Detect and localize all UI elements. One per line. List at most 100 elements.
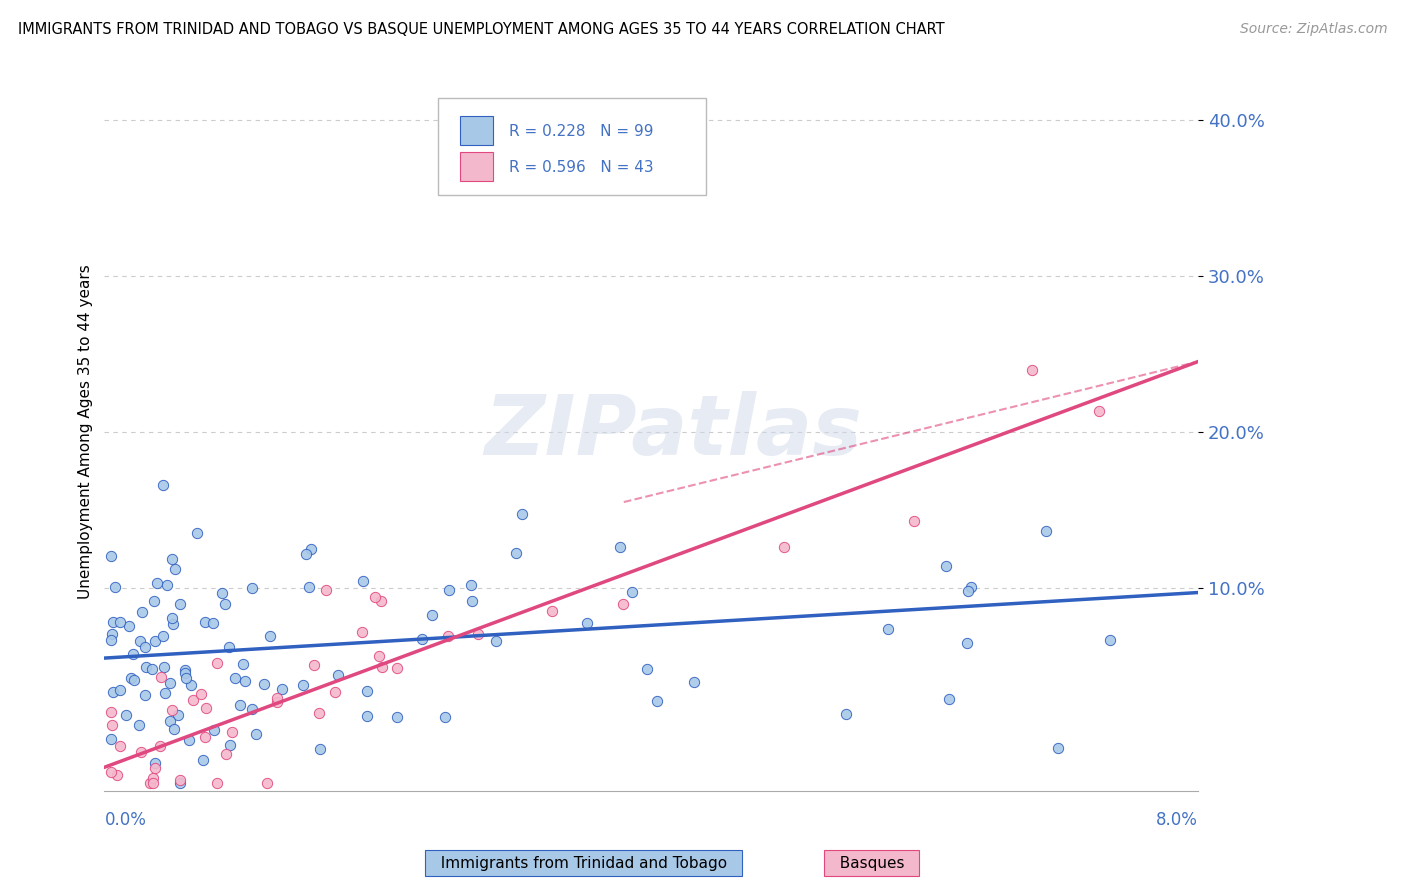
- Point: [350, 624, 373, 639]
- Text: R = 0.228   N = 99: R = 0.228 N = 99: [509, 124, 654, 139]
- Point: [181, 692, 204, 706]
- Point: [304, 658, 326, 673]
- Text: IMMIGRANTS FROM TRINIDAD AND TOBAGO VS BASQUE UNEMPLOYMENT AMONG AGES 35 TO 44 Y: IMMIGRANTS FROM TRINIDAD AND TOBAGO VS B…: [18, 22, 945, 37]
- Point: [143, 594, 166, 608]
- Point: [134, 640, 156, 655]
- Point: [938, 692, 960, 706]
- Point: [108, 615, 131, 630]
- Point: [177, 732, 200, 747]
- Point: [877, 622, 900, 636]
- Point: [356, 684, 378, 698]
- Point: [505, 546, 527, 560]
- Text: Source: ZipAtlas.com: Source: ZipAtlas.com: [1240, 22, 1388, 37]
- Point: [356, 709, 378, 723]
- Text: Basques: Basques: [830, 856, 914, 871]
- Point: [232, 657, 254, 672]
- Point: [647, 693, 669, 707]
- Point: [242, 581, 264, 595]
- Point: [240, 702, 263, 716]
- Text: R = 0.596   N = 43: R = 0.596 N = 43: [509, 161, 654, 175]
- Point: [385, 709, 408, 723]
- Point: [323, 685, 346, 699]
- Point: [214, 597, 236, 611]
- Point: [153, 660, 176, 674]
- Point: [485, 633, 508, 648]
- Point: [134, 688, 156, 702]
- Point: [159, 714, 181, 728]
- Point: [510, 507, 533, 521]
- Point: [169, 772, 191, 787]
- Point: [186, 526, 208, 541]
- Point: [101, 627, 124, 641]
- Point: [228, 698, 250, 712]
- Point: [167, 707, 190, 722]
- Point: [100, 705, 122, 719]
- Point: [160, 703, 183, 717]
- Point: [194, 615, 217, 629]
- Point: [101, 685, 124, 699]
- Point: [174, 663, 197, 677]
- FancyBboxPatch shape: [460, 152, 492, 181]
- Point: [352, 574, 374, 588]
- Point: [683, 675, 706, 690]
- Point: [835, 706, 858, 721]
- Point: [141, 661, 163, 675]
- Point: [100, 731, 122, 746]
- Point: [1035, 524, 1057, 538]
- Point: [636, 662, 658, 676]
- Point: [467, 627, 489, 641]
- Point: [174, 671, 197, 685]
- Point: [129, 745, 152, 759]
- Point: [294, 548, 316, 562]
- Point: [180, 678, 202, 692]
- Point: [104, 580, 127, 594]
- Point: [211, 586, 233, 600]
- Point: [162, 617, 184, 632]
- Point: [364, 590, 387, 604]
- Point: [1047, 740, 1070, 755]
- Point: [420, 607, 443, 622]
- Point: [163, 723, 186, 737]
- Point: [411, 632, 433, 646]
- Point: [233, 674, 256, 689]
- Point: [266, 691, 288, 706]
- Point: [256, 776, 278, 790]
- Point: [773, 541, 796, 555]
- Point: [266, 695, 288, 709]
- Point: [367, 648, 389, 663]
- Point: [215, 747, 238, 762]
- FancyBboxPatch shape: [437, 98, 706, 195]
- Point: [315, 582, 337, 597]
- Point: [299, 542, 322, 557]
- Point: [160, 551, 183, 566]
- Point: [122, 673, 145, 687]
- Point: [169, 776, 191, 790]
- Point: [461, 594, 484, 608]
- Point: [221, 725, 243, 739]
- Point: [326, 667, 349, 681]
- Point: [152, 478, 174, 492]
- Text: 0.0%: 0.0%: [104, 811, 146, 829]
- Point: [437, 583, 460, 598]
- Point: [194, 730, 217, 744]
- Point: [219, 738, 242, 752]
- Point: [292, 677, 315, 691]
- Point: [437, 629, 460, 643]
- Point: [202, 723, 225, 737]
- Point: [108, 683, 131, 698]
- Point: [150, 669, 173, 683]
- Point: [153, 686, 176, 700]
- Point: [385, 661, 408, 675]
- Point: [1021, 363, 1043, 377]
- Point: [100, 549, 122, 563]
- Point: [956, 583, 979, 598]
- Point: [956, 636, 979, 650]
- Point: [621, 585, 644, 599]
- Point: [156, 578, 179, 592]
- Point: [143, 756, 166, 770]
- Point: [371, 660, 394, 674]
- Point: [308, 706, 330, 721]
- Point: [541, 604, 564, 618]
- Point: [143, 634, 166, 648]
- Point: [433, 709, 456, 723]
